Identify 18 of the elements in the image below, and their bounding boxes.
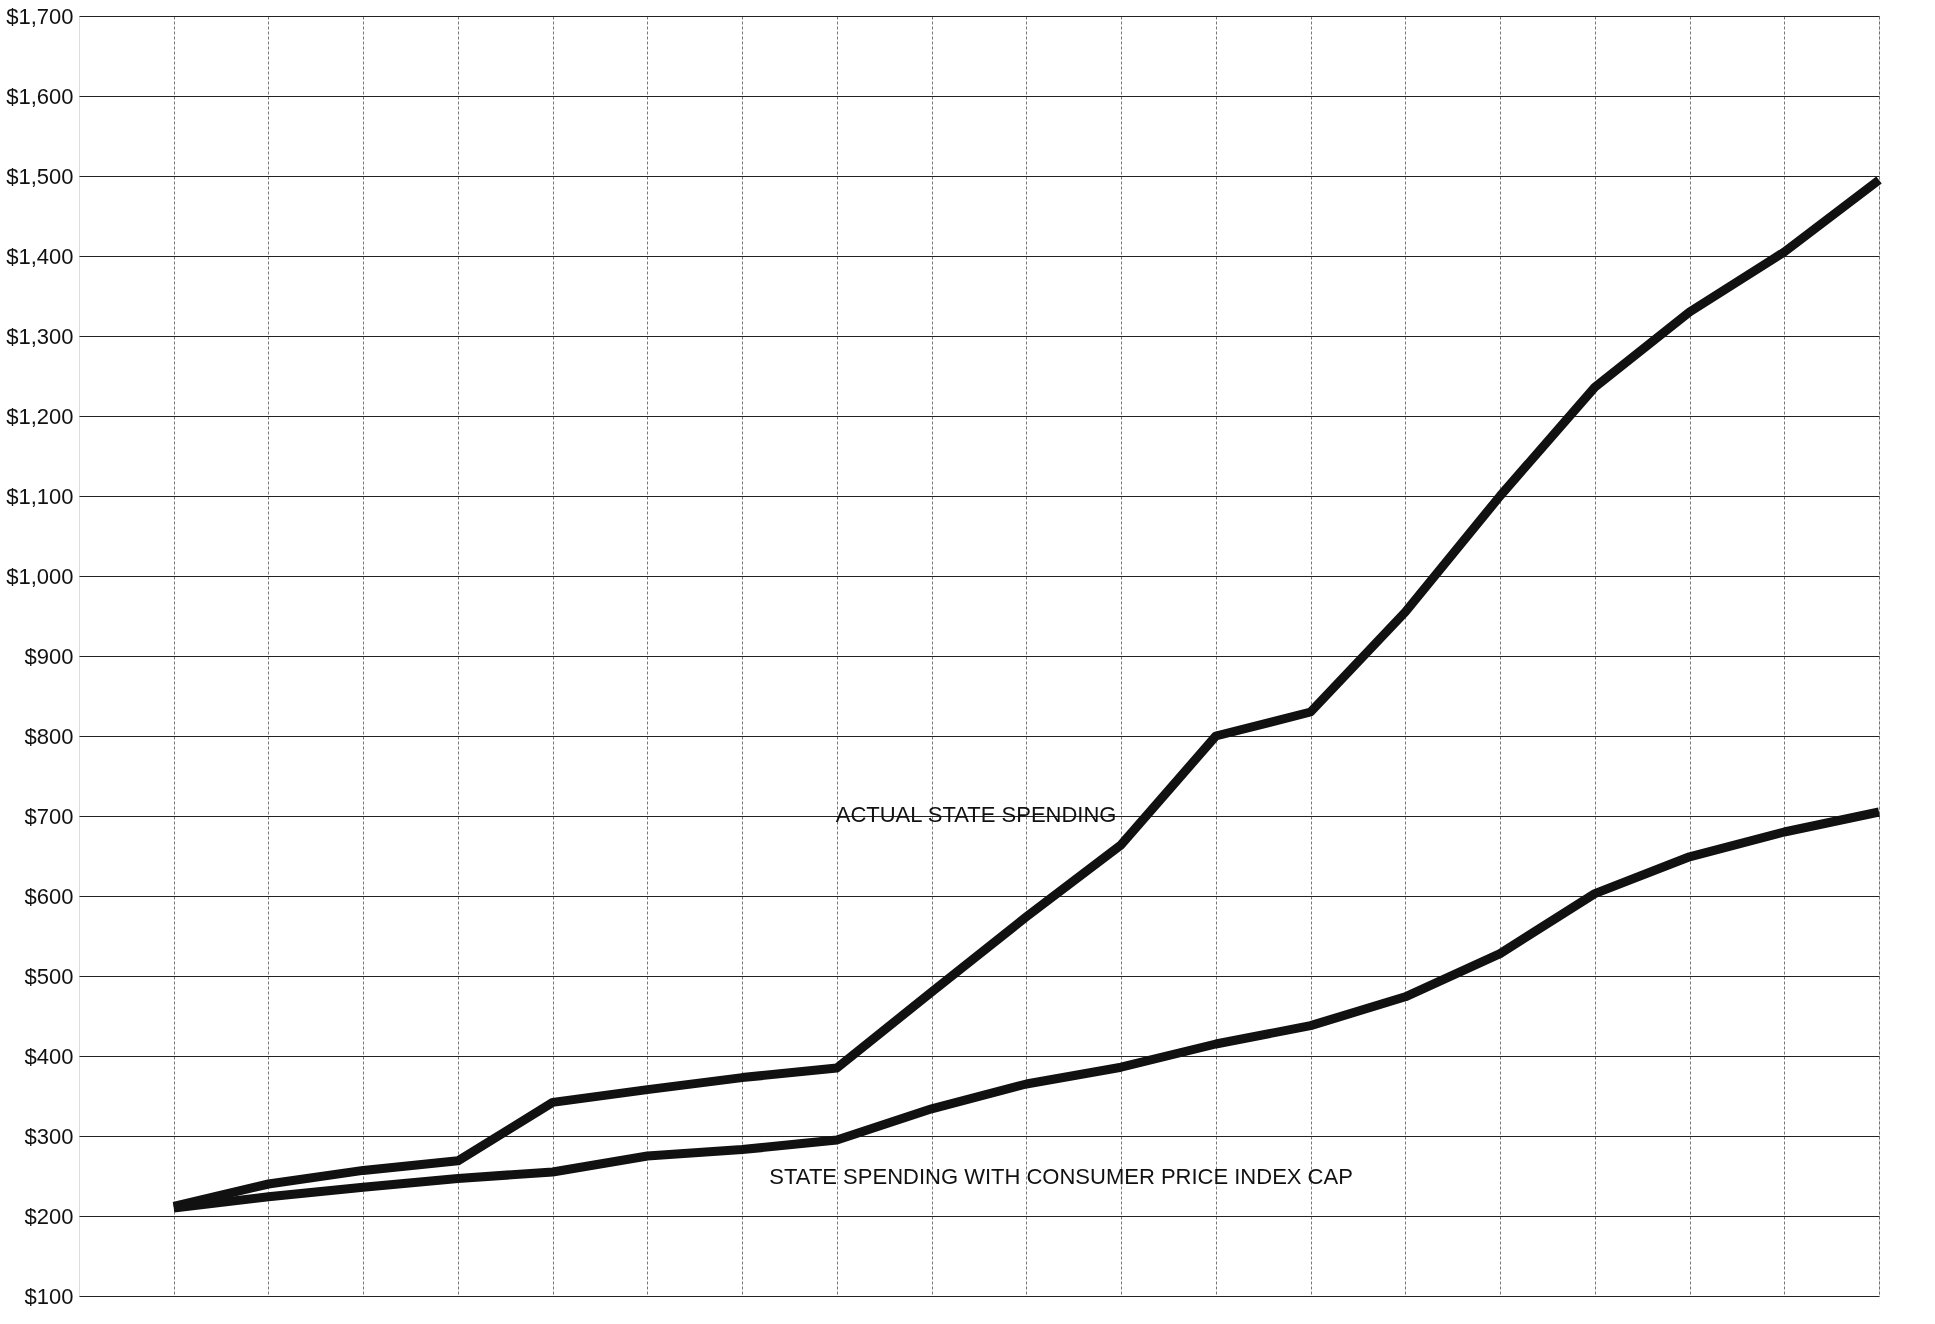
y-tick-label: $400 (24, 1043, 74, 1069)
y-tick-label: $200 (24, 1203, 74, 1229)
y-tick-label: $1,200 (6, 403, 74, 429)
y-tick-label: $1,700 (6, 3, 74, 29)
y-tick-label: $800 (24, 723, 74, 749)
y-tick-label: $900 (24, 643, 74, 669)
series-label: STATE SPENDING WITH CONSUMER PRICE INDEX CAP (769, 1164, 1353, 1190)
y-tick-label: $500 (24, 963, 74, 989)
y-tick-label: $100 (24, 1283, 74, 1309)
y-tick-label: $700 (24, 803, 74, 829)
y-tick-label: $1,300 (6, 323, 74, 349)
y-tick-label: $1,000 (6, 563, 74, 589)
y-tick-label: $1,100 (6, 483, 74, 509)
y-tick-label: $300 (24, 1123, 74, 1149)
y-tick-label: $1,600 (6, 83, 74, 109)
y-tick-label: $1,500 (6, 163, 74, 189)
y-tick-label: $1,400 (6, 243, 74, 269)
y-tick-label: $600 (24, 883, 74, 909)
